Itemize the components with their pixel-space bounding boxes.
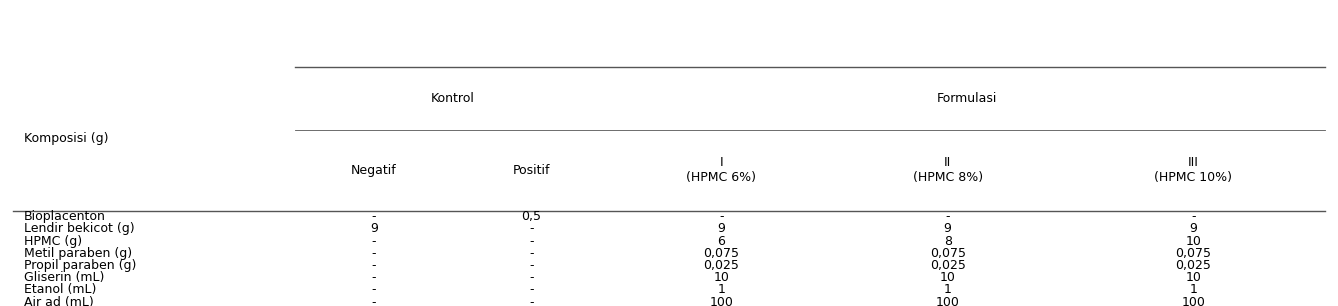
Text: Air ad (mL): Air ad (mL): [24, 296, 94, 306]
Text: -: -: [529, 271, 534, 284]
Text: 9: 9: [1189, 222, 1198, 235]
Text: Propil paraben (g): Propil paraben (g): [24, 259, 136, 272]
Text: 0,075: 0,075: [930, 247, 966, 260]
Text: Kontrol: Kontrol: [431, 92, 475, 105]
Text: -: -: [946, 210, 950, 223]
Text: -: -: [372, 283, 376, 297]
Text: 0,5: 0,5: [522, 210, 542, 223]
Text: 0,075: 0,075: [1176, 247, 1211, 260]
Text: 100: 100: [935, 296, 959, 306]
Text: Bioplacenton: Bioplacenton: [24, 210, 106, 223]
Text: 1: 1: [1189, 283, 1198, 297]
Text: HPMC (g): HPMC (g): [24, 235, 82, 248]
Text: 10: 10: [713, 271, 729, 284]
Text: 100: 100: [1181, 296, 1206, 306]
Text: 1: 1: [943, 283, 951, 297]
Text: -: -: [529, 247, 534, 260]
Text: -: -: [372, 259, 376, 272]
Text: -: -: [529, 296, 534, 306]
Text: -: -: [529, 222, 534, 235]
Text: Formulasi: Formulasi: [937, 92, 998, 105]
Text: -: -: [372, 235, 376, 248]
Text: III
(HPMC 10%): III (HPMC 10%): [1155, 156, 1232, 184]
Text: I
(HPMC 6%): I (HPMC 6%): [686, 156, 756, 184]
Text: -: -: [372, 271, 376, 284]
Text: 9: 9: [371, 222, 377, 235]
Text: Negatif: Negatif: [351, 164, 397, 177]
Text: 10: 10: [939, 271, 955, 284]
Text: 0,025: 0,025: [1176, 259, 1211, 272]
Text: -: -: [372, 210, 376, 223]
Text: 10: 10: [1185, 271, 1202, 284]
Text: -: -: [372, 296, 376, 306]
Text: -: -: [529, 283, 534, 297]
Text: -: -: [372, 247, 376, 260]
Text: Positif: Positif: [512, 164, 550, 177]
Text: 9: 9: [717, 222, 725, 235]
Text: 0,075: 0,075: [704, 247, 740, 260]
Text: 1: 1: [717, 283, 725, 297]
Text: -: -: [1191, 210, 1196, 223]
Text: Komposisi (g): Komposisi (g): [24, 132, 108, 145]
Text: Lendir bekicot (g): Lendir bekicot (g): [24, 222, 135, 235]
Text: -: -: [529, 235, 534, 248]
Text: 100: 100: [709, 296, 733, 306]
Text: Etanol (mL): Etanol (mL): [24, 283, 96, 297]
Text: 9: 9: [943, 222, 951, 235]
Text: -: -: [720, 210, 724, 223]
Text: 0,025: 0,025: [930, 259, 966, 272]
Text: 6: 6: [717, 235, 725, 248]
Text: 8: 8: [943, 235, 951, 248]
Text: 10: 10: [1185, 235, 1202, 248]
Text: Gliserin (mL): Gliserin (mL): [24, 271, 104, 284]
Text: II
(HPMC 8%): II (HPMC 8%): [913, 156, 982, 184]
Text: -: -: [529, 259, 534, 272]
Text: Metil paraben (g): Metil paraben (g): [24, 247, 132, 260]
Text: 0,025: 0,025: [704, 259, 740, 272]
